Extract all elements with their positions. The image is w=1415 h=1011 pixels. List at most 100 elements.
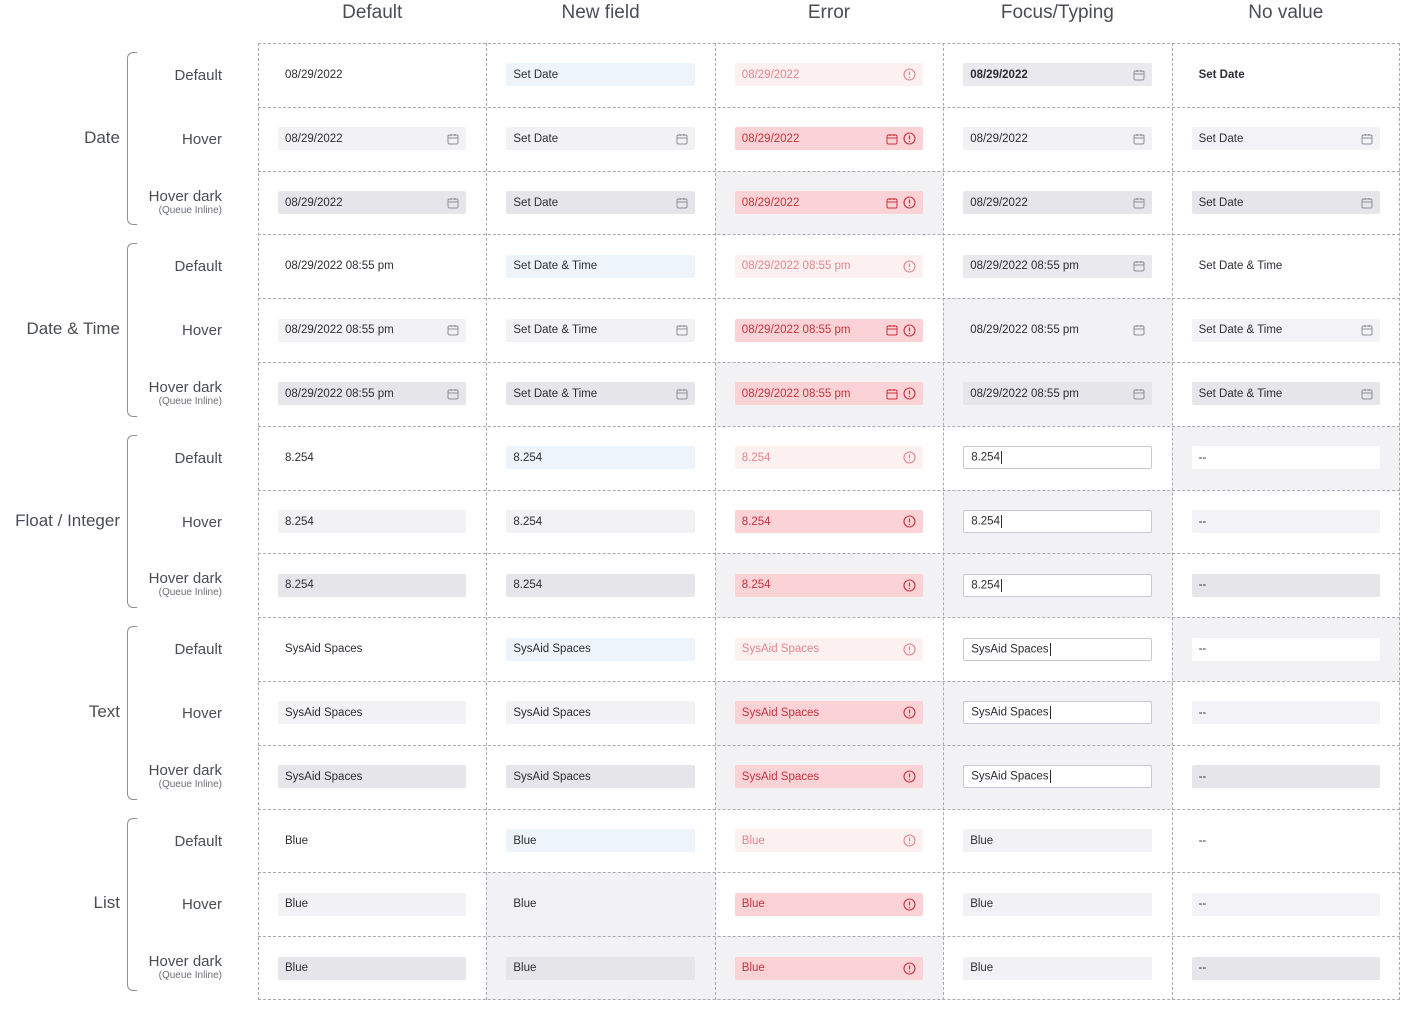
- value-field[interactable]: 08/29/2022: [278, 191, 467, 214]
- value-field[interactable]: 8.254: [506, 510, 695, 533]
- value-field[interactable]: SysAid Spaces: [734, 637, 924, 661]
- calendar-icon[interactable]: [1361, 388, 1373, 400]
- value-field[interactable]: Blue: [734, 829, 924, 852]
- value-field[interactable]: 08/29/2022: [963, 191, 1152, 214]
- calendar-icon[interactable]: [447, 324, 459, 336]
- value-field[interactable]: 8.254: [506, 446, 695, 470]
- alert-icon[interactable]: [903, 387, 916, 400]
- value-field[interactable]: Set Date & Time: [506, 382, 695, 406]
- value-field[interactable]: 8.254: [963, 510, 1152, 533]
- value-field[interactable]: SysAid Spaces: [506, 701, 695, 725]
- value-field[interactable]: Blue: [963, 829, 1152, 852]
- value-field[interactable]: --: [1191, 956, 1380, 980]
- calendar-icon[interactable]: [886, 197, 898, 209]
- calendar-icon[interactable]: [447, 388, 459, 400]
- value-field[interactable]: 8.254: [963, 573, 1152, 597]
- value-field[interactable]: Set Date & Time: [1191, 382, 1380, 406]
- alert-icon[interactable]: [903, 260, 916, 273]
- value-field[interactable]: Set Date: [506, 63, 695, 87]
- value-field[interactable]: --: [1191, 446, 1380, 470]
- value-field[interactable]: SysAid Spaces: [506, 765, 695, 789]
- value-field[interactable]: SysAid Spaces: [278, 765, 467, 789]
- value-field[interactable]: Blue: [506, 956, 695, 980]
- alert-icon[interactable]: [903, 451, 916, 464]
- value-field[interactable]: 8.254: [963, 446, 1152, 470]
- alert-icon[interactable]: [903, 770, 916, 783]
- calendar-icon[interactable]: [1361, 324, 1373, 336]
- value-field[interactable]: 8.254: [734, 446, 924, 470]
- calendar-icon[interactable]: [676, 324, 688, 336]
- value-field[interactable]: 08/29/2022 08:55 pm: [278, 255, 466, 278]
- value-field[interactable]: 08/29/2022: [734, 191, 924, 214]
- calendar-icon[interactable]: [447, 133, 459, 145]
- value-field[interactable]: 8.254: [506, 573, 695, 597]
- value-field[interactable]: SysAid Spaces: [734, 765, 924, 789]
- value-field[interactable]: 08/29/2022: [963, 127, 1152, 151]
- value-field[interactable]: SysAid Spaces: [963, 701, 1152, 725]
- value-field[interactable]: SysAid Spaces: [506, 637, 695, 661]
- value-field[interactable]: 08/29/2022: [734, 127, 924, 151]
- calendar-icon[interactable]: [676, 197, 688, 209]
- value-field[interactable]: Set Date: [1191, 127, 1380, 151]
- calendar-icon[interactable]: [886, 133, 898, 145]
- value-field[interactable]: 08/29/2022: [278, 63, 466, 86]
- value-field[interactable]: --: [1191, 701, 1380, 725]
- calendar-icon[interactable]: [1361, 133, 1373, 145]
- value-field[interactable]: 08/29/2022 08:55 pm: [734, 254, 924, 278]
- calendar-icon[interactable]: [1361, 197, 1373, 209]
- calendar-icon[interactable]: [676, 388, 688, 400]
- value-field[interactable]: Set Date: [506, 127, 695, 151]
- value-field[interactable]: Blue: [278, 956, 467, 980]
- value-field[interactable]: Set Date: [1192, 63, 1380, 86]
- value-field[interactable]: SysAid Spaces: [278, 701, 467, 725]
- value-field[interactable]: Blue: [278, 829, 466, 852]
- alert-icon[interactable]: [903, 834, 916, 847]
- alert-icon[interactable]: [903, 706, 916, 719]
- value-field[interactable]: 8.254: [734, 510, 924, 533]
- calendar-icon[interactable]: [1133, 260, 1145, 272]
- alert-icon[interactable]: [903, 643, 916, 656]
- value-field[interactable]: --: [1191, 637, 1380, 661]
- alert-icon[interactable]: [903, 196, 916, 209]
- value-field[interactable]: Blue: [506, 893, 694, 916]
- value-field[interactable]: 08/29/2022: [734, 63, 924, 87]
- alert-icon[interactable]: [903, 324, 916, 337]
- value-field[interactable]: SysAid Spaces: [963, 765, 1152, 789]
- value-field[interactable]: --: [1191, 765, 1380, 789]
- calendar-icon[interactable]: [1133, 388, 1145, 400]
- value-field[interactable]: 08/29/2022 08:55 pm: [278, 382, 467, 406]
- value-field[interactable]: 8.254: [278, 446, 466, 469]
- value-field[interactable]: --: [1191, 892, 1380, 916]
- calendar-icon[interactable]: [447, 197, 459, 209]
- value-field[interactable]: 08/29/2022: [278, 127, 467, 151]
- value-field[interactable]: Blue: [963, 956, 1152, 980]
- calendar-icon[interactable]: [676, 133, 688, 145]
- value-field[interactable]: 08/29/2022 08:55 pm: [963, 254, 1152, 278]
- value-field[interactable]: Set Date & Time: [1191, 318, 1380, 342]
- value-field[interactable]: 8.254: [278, 510, 467, 533]
- calendar-icon[interactable]: [886, 388, 898, 400]
- alert-icon[interactable]: [903, 68, 916, 81]
- calendar-icon[interactable]: [1133, 197, 1145, 209]
- value-field[interactable]: Set Date & Time: [1192, 255, 1380, 278]
- value-field[interactable]: Blue: [963, 892, 1152, 916]
- value-field[interactable]: Set Date & Time: [506, 318, 695, 342]
- value-field[interactable]: SysAid Spaces: [734, 701, 924, 725]
- calendar-icon[interactable]: [886, 324, 898, 336]
- value-field[interactable]: 08/29/2022 08:55 pm: [963, 382, 1152, 406]
- value-field[interactable]: 08/29/2022 08:55 pm: [963, 318, 1152, 342]
- alert-icon[interactable]: [903, 132, 916, 145]
- value-field[interactable]: Blue: [278, 892, 467, 916]
- alert-icon[interactable]: [903, 962, 916, 975]
- value-field[interactable]: Blue: [734, 892, 924, 916]
- value-field[interactable]: --: [1191, 510, 1380, 533]
- calendar-icon[interactable]: [1133, 69, 1145, 81]
- value-field[interactable]: Set Date: [1191, 191, 1380, 214]
- value-field[interactable]: Set Date & Time: [506, 254, 695, 278]
- value-field[interactable]: 08/29/2022 08:55 pm: [278, 318, 467, 342]
- value-field[interactable]: 08/29/2022 08:55 pm: [734, 318, 924, 342]
- value-field[interactable]: 8.254: [734, 573, 924, 597]
- value-field[interactable]: --: [1191, 573, 1380, 597]
- value-field[interactable]: 8.254: [278, 573, 467, 597]
- value-field[interactable]: --: [1192, 829, 1380, 852]
